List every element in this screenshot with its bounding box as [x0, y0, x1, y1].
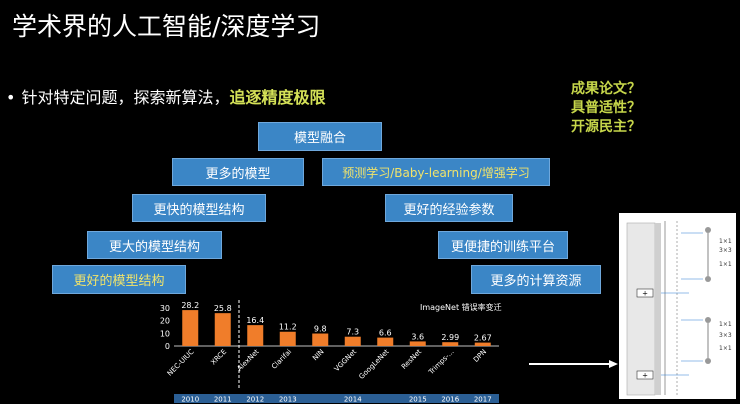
x-tick-label: DPN	[472, 348, 488, 364]
y-tick-label: 0	[165, 342, 170, 351]
bullet-point: • 针对特定问题，探索新算法，追逐精度极限	[6, 84, 325, 108]
residual-block-diagram: + + 1×1 3×3 1×1 1×1 3×3 1×1	[619, 213, 736, 399]
value-label: 16.4	[246, 316, 264, 325]
question-1: 成果论文？	[571, 81, 641, 97]
block1-conv2: 3×3	[719, 247, 732, 254]
residual-block-svg: + + 1×1 3×3 1×1 1×1 3×3 1×1	[626, 221, 732, 396]
bar	[247, 325, 264, 346]
bar	[409, 341, 426, 346]
value-label: 2.67	[474, 334, 492, 343]
box-larger-structure: 更大的模型结构	[87, 231, 222, 259]
x-tick-label: VGGNet	[333, 348, 359, 374]
chart-title: ImageNet 错误率变迁	[420, 302, 502, 312]
y-tick-label: 20	[160, 317, 170, 326]
value-label: 28.2	[181, 301, 199, 310]
box-training-platform: 更便捷的训练平台	[438, 231, 568, 259]
year-label: 2015	[409, 396, 427, 404]
box-faster-structure: 更快的模型结构	[132, 194, 266, 222]
value-label: 6.6	[379, 329, 392, 338]
x-tick-label: Trimps-...	[427, 348, 456, 377]
x-tick-labels: NEC-UIUC XRCE AlexNet Clarifai NIN VGGNet Goog…	[166, 348, 488, 381]
bar	[312, 333, 329, 346]
bar	[344, 336, 361, 346]
question-3: 开源民主？	[571, 119, 641, 135]
box-better-params: 更好的经验参数	[385, 194, 513, 222]
value-label: 9.8	[314, 325, 327, 334]
bar	[279, 331, 296, 346]
year-labels: 2010 2011 2012 2013 2014 2015 2016 2017	[174, 394, 499, 404]
box-predictive-learning: 预测学习/Baby-learning/增强学习	[322, 158, 550, 186]
year-label: 2017	[474, 396, 492, 404]
plus-label-2: +	[642, 372, 648, 380]
year-label: 2013	[279, 396, 297, 404]
plus-label-1: +	[642, 290, 648, 298]
bullet-text: 针对特定问题，探索新算法，	[21, 88, 230, 107]
block1-conv1: 1×1	[719, 238, 732, 245]
x-tick-label: GoogLeNet	[358, 348, 391, 381]
arrow-right-icon	[529, 360, 618, 368]
value-label: 7.3	[346, 328, 359, 337]
year-label: 2012	[246, 396, 264, 404]
bar	[474, 342, 491, 346]
question-list: 成果论文？ 具普适性？ 开源民主？	[571, 80, 641, 137]
bar	[182, 310, 199, 346]
year-label: 2011	[214, 396, 232, 404]
year-label: 2016	[441, 396, 459, 404]
box-model-fusion: 模型融合	[258, 122, 382, 151]
bar	[214, 313, 231, 346]
value-labels: 28.2 25.8 16.4 11.2 9.8 7.3 6.6 3.6 2.99 2.67	[181, 301, 491, 342]
bullet-dot: •	[6, 88, 16, 107]
year-label: 2010	[181, 396, 199, 404]
year-label: 2014	[344, 396, 362, 404]
y-tick-label: 10	[160, 329, 170, 338]
block2-conv1: 1×1	[719, 321, 732, 328]
bars	[182, 300, 491, 390]
bar	[377, 337, 394, 346]
box-better-structure: 更好的模型结构	[52, 265, 186, 294]
year-band	[174, 394, 499, 403]
block2-conv3: 1×1	[719, 345, 732, 352]
value-label: 2.99	[441, 333, 459, 342]
bullet-highlight: 追逐精度极限	[229, 88, 326, 107]
x-tick-label: Clarifai	[270, 348, 293, 371]
slide-title: 学术界的人工智能/深度学习	[12, 12, 321, 41]
value-label: 11.2	[279, 323, 297, 332]
x-tick-label: NIN	[311, 348, 326, 363]
y-tick-label: 30	[160, 304, 170, 313]
block2-conv2: 3×3	[719, 332, 732, 339]
box-compute-resources: 更多的计算资源	[471, 265, 601, 294]
x-tick-label: ResNet	[400, 348, 423, 371]
bar	[442, 342, 459, 346]
x-tick-label: XRCE	[209, 348, 228, 367]
imagenet-error-chart: ImageNet 错误率变迁 0 10 20 30 28.2 25.8 16.4 11.2 9…	[160, 300, 502, 404]
x-tick-label: NEC-UIUC	[166, 348, 196, 378]
value-label: 3.6	[411, 332, 424, 341]
box-more-models: 更多的模型	[172, 158, 304, 186]
value-label: 25.8	[214, 304, 232, 313]
question-2: 具普适性？	[571, 100, 641, 116]
block1-conv3: 1×1	[719, 261, 732, 268]
